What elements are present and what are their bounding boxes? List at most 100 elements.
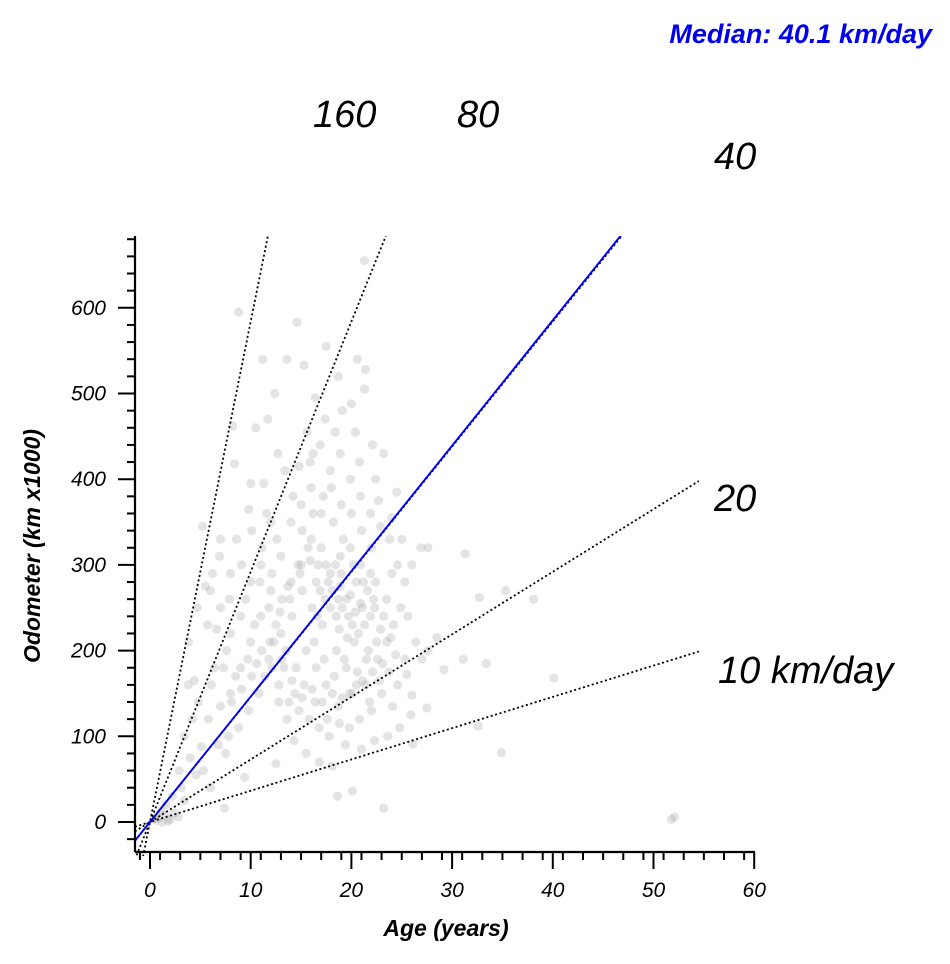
data-point	[364, 697, 375, 707]
data-point	[223, 731, 234, 741]
data-point	[321, 341, 331, 351]
data-point	[163, 816, 173, 826]
data-point	[332, 791, 342, 801]
data-point	[283, 581, 293, 591]
data-point	[218, 663, 229, 673]
data-point	[667, 814, 677, 825]
data-point	[333, 701, 343, 711]
rate-label-160: 160	[313, 94, 376, 136]
data-point	[276, 551, 286, 561]
data-point	[272, 534, 282, 544]
data-point	[288, 491, 298, 501]
rate-label-40: 40	[714, 136, 756, 178]
data-point	[200, 581, 210, 591]
data-point	[263, 414, 273, 424]
data-point	[274, 697, 284, 707]
data-point	[322, 714, 332, 724]
reference-line-10	[135, 650, 700, 828]
data-point	[439, 664, 449, 675]
data-point	[214, 551, 225, 561]
data-point	[327, 761, 337, 771]
data-point	[355, 491, 366, 501]
data-point	[244, 706, 254, 716]
data-point	[257, 543, 267, 553]
data-point	[250, 620, 260, 630]
data-point	[311, 663, 321, 673]
data-point	[252, 658, 262, 669]
data-point	[319, 654, 329, 664]
x-axis-title: Age (years)	[382, 915, 508, 941]
data-point	[393, 680, 403, 690]
data-point	[317, 697, 327, 707]
x-tick-label: 20	[339, 879, 364, 902]
data-point	[370, 603, 380, 613]
reference-line-20	[135, 480, 700, 833]
data-point	[282, 354, 292, 364]
data-point	[287, 611, 297, 621]
data-point	[379, 803, 389, 813]
data-point	[496, 748, 506, 758]
data-point	[290, 688, 300, 699]
data-point	[356, 744, 367, 754]
x-tick-label: 60	[743, 879, 767, 902]
data-point	[347, 620, 357, 630]
data-point	[273, 448, 283, 459]
data-point	[335, 448, 345, 459]
data-point	[336, 500, 346, 510]
x-tick-label: 40	[541, 879, 565, 902]
data-point	[165, 814, 175, 825]
data-point	[339, 654, 349, 664]
data-point	[234, 307, 244, 317]
data-point	[202, 620, 212, 630]
data-point	[365, 568, 376, 579]
data-point	[325, 568, 335, 579]
data-point	[219, 803, 230, 813]
data-point	[342, 633, 352, 643]
data-point	[473, 721, 483, 731]
data-point	[382, 594, 392, 604]
data-point	[297, 586, 307, 596]
data-point	[333, 371, 343, 381]
data-point	[308, 448, 318, 459]
data-point	[323, 577, 333, 587]
data-point	[331, 646, 341, 656]
data-point	[256, 611, 266, 621]
data-point	[314, 723, 324, 733]
data-point	[296, 500, 306, 510]
data-point	[334, 624, 344, 634]
data-point	[372, 637, 382, 647]
data-point	[307, 684, 317, 694]
data-point	[354, 714, 365, 724]
data-point	[305, 556, 315, 566]
data-point	[157, 817, 167, 827]
data-point	[311, 577, 321, 587]
data-point	[274, 680, 284, 690]
data-point	[347, 786, 357, 796]
data-point	[343, 611, 353, 621]
data-point	[299, 360, 309, 370]
y-tick-label: 200	[70, 640, 106, 663]
data-point	[193, 697, 203, 707]
data-point	[297, 693, 307, 703]
data-point	[346, 399, 356, 409]
data-point	[282, 714, 292, 724]
data-point	[474, 592, 484, 603]
data-point	[350, 607, 360, 617]
data-point	[354, 457, 365, 467]
data-point	[411, 637, 421, 647]
data-point	[267, 568, 277, 579]
data-point	[460, 549, 470, 559]
data-point	[247, 671, 257, 681]
data-point	[345, 590, 355, 600]
data-point	[341, 594, 351, 604]
y-axis: 0 100 200 300 400 500 600	[70, 236, 137, 852]
data-point	[207, 568, 217, 579]
data-point	[365, 611, 376, 621]
data-point	[308, 508, 318, 519]
data-point	[264, 603, 274, 613]
data-point	[347, 688, 357, 699]
data-point	[407, 560, 417, 570]
data-point	[205, 783, 215, 793]
data-point	[317, 620, 327, 630]
data-point	[295, 568, 305, 579]
